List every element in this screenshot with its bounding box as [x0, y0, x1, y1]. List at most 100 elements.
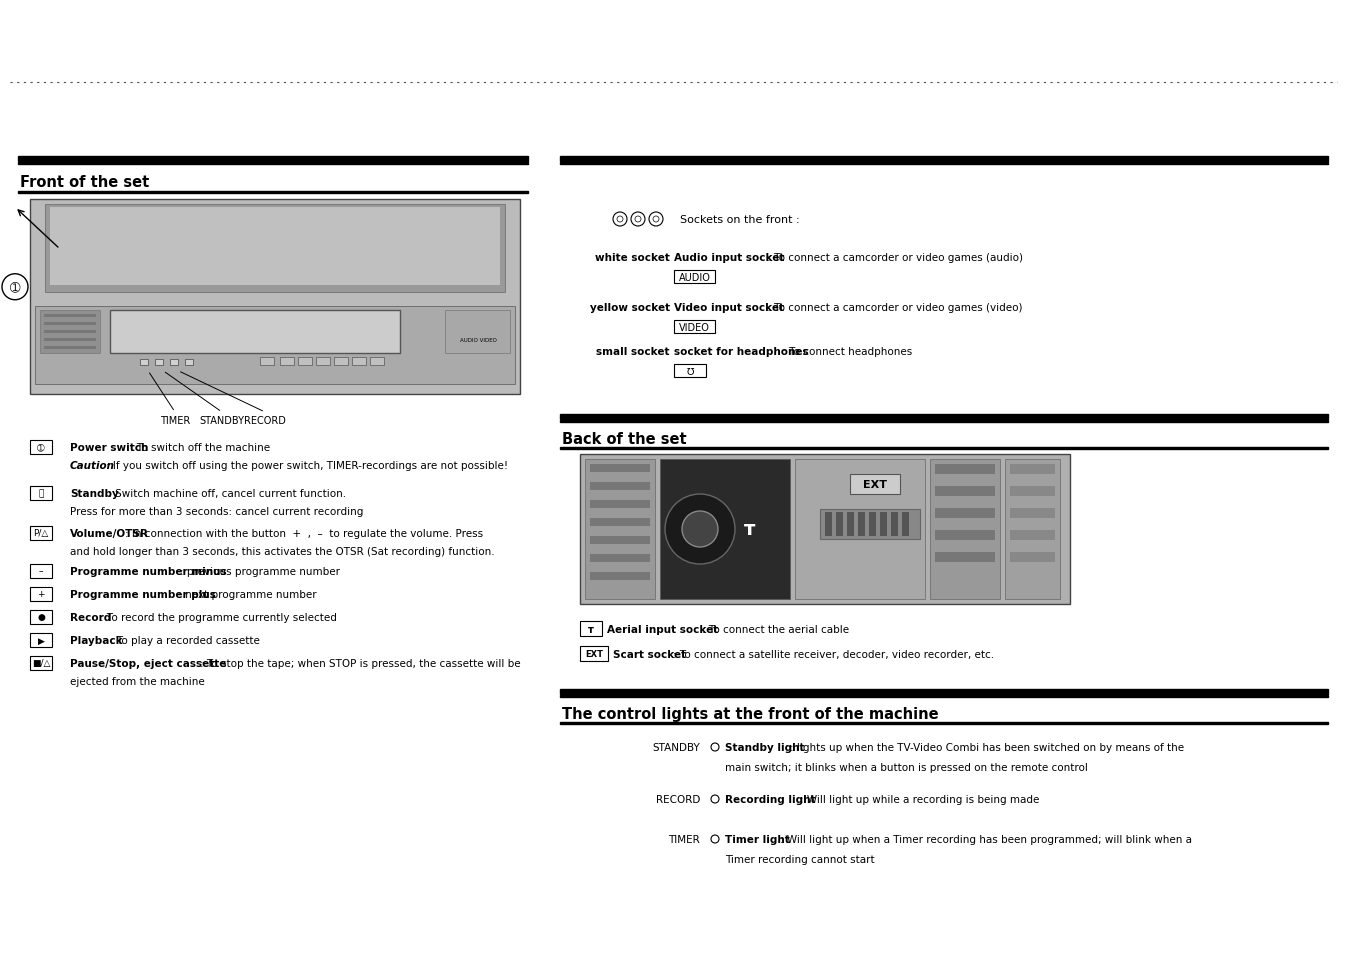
Text: AUDIO: AUDIO [679, 273, 710, 283]
Text: Aerial input socket: Aerial input socket [607, 624, 718, 635]
Circle shape [653, 216, 659, 223]
Bar [30, 200, 520, 395]
Text: EXT: EXT [863, 479, 888, 490]
Text: ▶: ▶ [38, 636, 44, 645]
Text: : To connect a satellite receiver, decoder, video recorder, etc.: : To connect a satellite receiver, decod… [674, 649, 994, 659]
Bar [30, 486, 53, 500]
Bar [560, 420, 1328, 422]
Bar [581, 621, 602, 637]
Text: Scart socket: Scart socket [613, 649, 686, 659]
Circle shape [711, 795, 719, 803]
Text: : next programme number: : next programme number [175, 589, 317, 599]
Bar [260, 357, 273, 366]
Text: ᴛ: ᴛ [589, 624, 594, 635]
Text: white socket: white socket [595, 253, 669, 263]
Bar [590, 555, 651, 562]
Circle shape [630, 213, 645, 227]
Bar [590, 500, 651, 509]
Bar [929, 459, 999, 599]
Bar [334, 357, 348, 366]
Text: socket for headphones: socket for headphones [674, 347, 808, 356]
Text: : In connection with the button  +  ,  –  to regulate the volume. Press: : In connection with the button + , – to… [125, 529, 484, 538]
Bar [30, 564, 53, 578]
Bar [280, 357, 294, 366]
Bar [44, 323, 96, 326]
Bar [50, 208, 500, 286]
Text: Sockets on the front :: Sockets on the front : [680, 214, 800, 225]
Text: : To connect the aerial cable: : To connect the aerial cable [702, 624, 849, 635]
Bar [1010, 509, 1055, 518]
Text: +: + [38, 590, 44, 598]
Bar [44, 331, 96, 334]
Text: Programme number plus: Programme number plus [70, 589, 216, 599]
Bar [30, 440, 53, 455]
Bar [820, 510, 920, 539]
Text: STANDBY: STANDBY [652, 742, 700, 752]
Bar [590, 482, 651, 491]
Text: ℧: ℧ [686, 367, 694, 376]
Text: : To play a recorded cassette: : To play a recorded cassette [110, 636, 260, 645]
Text: : To record the programme currently selected: : To record the programme currently sele… [100, 613, 337, 622]
Bar [317, 357, 330, 366]
Bar [560, 415, 1328, 419]
Text: The control lights at the front of the machine: The control lights at the front of the m… [562, 706, 939, 721]
Bar [795, 459, 925, 599]
Bar [1010, 486, 1055, 497]
Text: ᴛ: ᴛ [745, 520, 756, 539]
Bar [674, 271, 715, 284]
Bar [18, 157, 528, 162]
Bar [370, 357, 384, 366]
Bar [590, 573, 651, 580]
Bar [1010, 553, 1055, 562]
Bar [880, 513, 888, 537]
Circle shape [649, 213, 663, 227]
Bar [40, 311, 100, 354]
Bar [585, 459, 655, 599]
Text: ■/△: ■/△ [32, 659, 50, 668]
Text: AUDIO VIDEO: AUDIO VIDEO [459, 337, 497, 342]
Text: Playback: Playback [70, 636, 123, 645]
Bar [590, 464, 651, 473]
Bar [935, 464, 995, 475]
Bar [30, 634, 53, 647]
Text: P/△: P/△ [34, 529, 48, 537]
Circle shape [665, 495, 735, 564]
Circle shape [711, 835, 719, 843]
Bar [935, 486, 995, 497]
Text: EXT: EXT [585, 650, 603, 659]
Bar [660, 459, 789, 599]
Text: Back of the set: Back of the set [562, 432, 687, 447]
Bar [824, 513, 832, 537]
Bar [298, 357, 313, 366]
Text: ●: ● [38, 613, 44, 622]
Circle shape [613, 213, 626, 227]
Bar [44, 314, 96, 317]
Circle shape [711, 743, 719, 751]
Bar [935, 509, 995, 518]
Bar [30, 610, 53, 624]
Bar [560, 163, 1328, 165]
Text: : lights up when the TV-Video Combi has been switched on by means of the: : lights up when the TV-Video Combi has … [789, 742, 1184, 752]
Text: Power switch: Power switch [70, 442, 148, 453]
Text: TIMER: TIMER [668, 834, 700, 844]
Text: : Switch machine off, cancel current function.: : Switch machine off, cancel current fun… [105, 489, 346, 498]
Bar [935, 553, 995, 562]
Text: : To switch off the machine: : To switch off the machine [131, 442, 271, 453]
Bar [560, 448, 1328, 449]
Text: RECORD: RECORD [244, 416, 286, 426]
Bar [869, 513, 876, 537]
Text: main switch; it blinks when a button is pressed on the remote control: main switch; it blinks when a button is … [725, 762, 1088, 772]
Bar [847, 513, 854, 537]
Bar [858, 513, 865, 537]
Bar [170, 359, 178, 366]
Text: : To connect a camcorder or video games (video): : To connect a camcorder or video games … [764, 303, 1022, 313]
Text: Volume/OTSR: Volume/OTSR [70, 529, 150, 538]
Bar [30, 587, 53, 601]
Bar [560, 157, 1328, 162]
Bar [581, 455, 1070, 604]
Circle shape [617, 216, 624, 223]
Bar [18, 192, 528, 193]
Bar [674, 365, 706, 377]
Text: ➀: ➀ [38, 443, 44, 452]
Bar [590, 518, 651, 526]
